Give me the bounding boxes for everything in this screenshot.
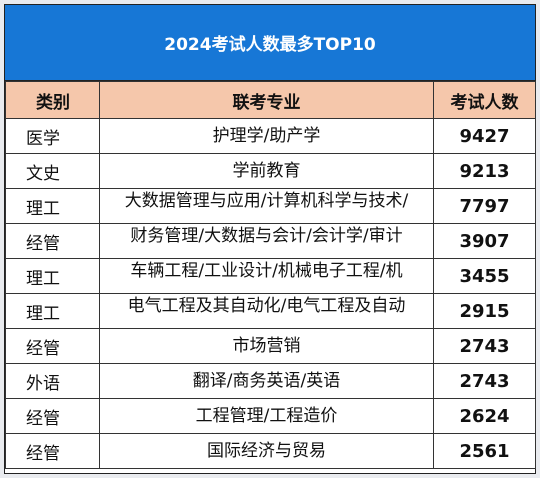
row-major: 财务管理/大数据与会计/会计学/审计 — [130, 226, 403, 246]
row-major-cell: 车辆工程/工业设计/机械电子工程/机 — [99, 258, 434, 294]
row-major-cell: 翻译/商务英语/英语 — [99, 363, 434, 399]
row-category: 理工 — [5, 258, 100, 294]
row-major-cell: 国际经济与贸易 — [99, 433, 434, 469]
row-count: 9427 — [433, 118, 536, 154]
header-category: 类别 — [5, 81, 100, 119]
row-major-cell: 电气工程及其自动化/电气工程及自动 — [99, 293, 434, 329]
table-row: 外语 翻译/商务英语/英语 2743 — [5, 363, 536, 399]
table-row: 文史 学前教育 9213 — [5, 153, 536, 189]
row-count: 3907 — [433, 223, 536, 259]
row-major: 电气工程及其自动化/电气工程及自动 — [127, 296, 406, 316]
row-count: 2624 — [433, 398, 536, 434]
header-major: 联考专业 — [99, 81, 434, 119]
table-row: 经管 市场营销 2743 — [5, 328, 536, 364]
row-category: 文史 — [5, 153, 100, 189]
table-row: 经管 国际经济与贸易 2561 — [5, 433, 536, 469]
header-count: 考试人数 — [433, 81, 536, 119]
table-row: 理工 大数据管理与应用/计算机科学与技术/7797 — [5, 188, 536, 224]
row-major-cell: 学前教育 — [99, 153, 434, 189]
row-count: 9213 — [433, 153, 536, 189]
row-count: 2915 — [433, 293, 536, 329]
row-major: 国际经济与贸易 — [207, 441, 326, 461]
table-row: 经管 工程管理/工程造价 2624 — [5, 398, 536, 434]
row-category: 理工 — [5, 293, 100, 329]
row-count: 3455 — [433, 258, 536, 294]
header-row: 类别 联考专业 考试人数 — [5, 81, 536, 119]
row-count: 2561 — [433, 433, 536, 469]
table-row: 理工 车辆工程/工业设计/机械电子工程/机 3455 — [5, 258, 536, 294]
table-title: 2024考试人数最多TOP10 — [5, 5, 535, 81]
table-row: 经管 财务管理/大数据与会计/会计学/审计 3907 — [5, 223, 536, 259]
row-category: 理工 — [5, 188, 100, 224]
row-count: 2743 — [433, 363, 536, 399]
row-category: 经管 — [5, 433, 100, 469]
table-row: 理工 电气工程及其自动化/电气工程及自动 2915 — [5, 293, 536, 329]
row-major-cell: 财务管理/大数据与会计/会计学/审计 — [99, 223, 434, 259]
row-major: 大数据管理与应用/计算机科学与技术/ — [124, 191, 409, 211]
table-row: 医学 护理学/助产学 9427 — [5, 118, 536, 154]
row-major: 学前教育 — [232, 161, 301, 181]
row-major: 工程管理/工程造价 — [195, 406, 338, 426]
row-major-cell: 工程管理/工程造价 — [99, 398, 434, 434]
row-major: 车辆工程/工业设计/机械电子工程/机 — [130, 261, 403, 281]
row-major-cell: 护理学/助产学 — [99, 118, 434, 154]
row-category: 经管 — [5, 328, 100, 364]
row-count: 7797 — [433, 188, 536, 224]
row-major-cell: 大数据管理与应用/计算机科学与技术/ — [99, 188, 434, 224]
row-category: 外语 — [5, 363, 100, 399]
row-category: 医学 — [5, 118, 100, 154]
row-category: 经管 — [5, 398, 100, 434]
row-major: 护理学/助产学 — [212, 126, 321, 146]
row-major: 翻译/商务英语/英语 — [192, 371, 341, 391]
row-category: 经管 — [5, 223, 100, 259]
row-count: 2743 — [433, 328, 536, 364]
ranking-card: 2024考试人数最多TOP10 类别 联考专业 考试人数 医学 护理学/助产学 94… — [4, 4, 536, 474]
ranking-table: 类别 联考专业 考试人数 医学 护理学/助产学 9427 文史 学前教育 9213 理工 大数… — [5, 81, 536, 469]
row-major-cell: 市场营销 — [99, 328, 434, 364]
row-major: 市场营销 — [232, 336, 301, 356]
